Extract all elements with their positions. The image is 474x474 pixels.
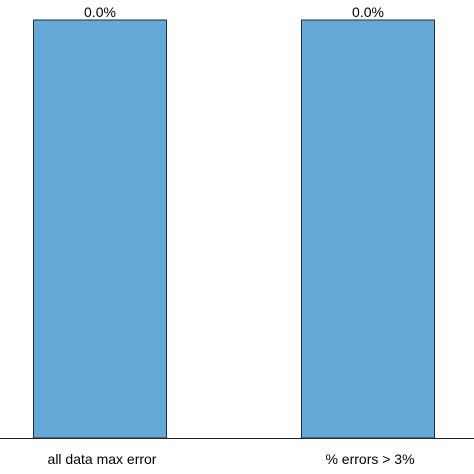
labels-layer: 0.0% all data max error 0.0% % errors > 3% — [48, 4, 415, 467]
bar-1 — [301, 19, 435, 439]
x-tick-label-0: all data max error — [48, 451, 157, 467]
x-tick-label-1: % errors > 3% — [325, 451, 414, 467]
bar-0 — [33, 19, 167, 439]
data-label-0: 0.0% — [84, 4, 116, 20]
bars-layer — [33, 19, 435, 439]
data-label-1: 0.0% — [352, 4, 384, 20]
